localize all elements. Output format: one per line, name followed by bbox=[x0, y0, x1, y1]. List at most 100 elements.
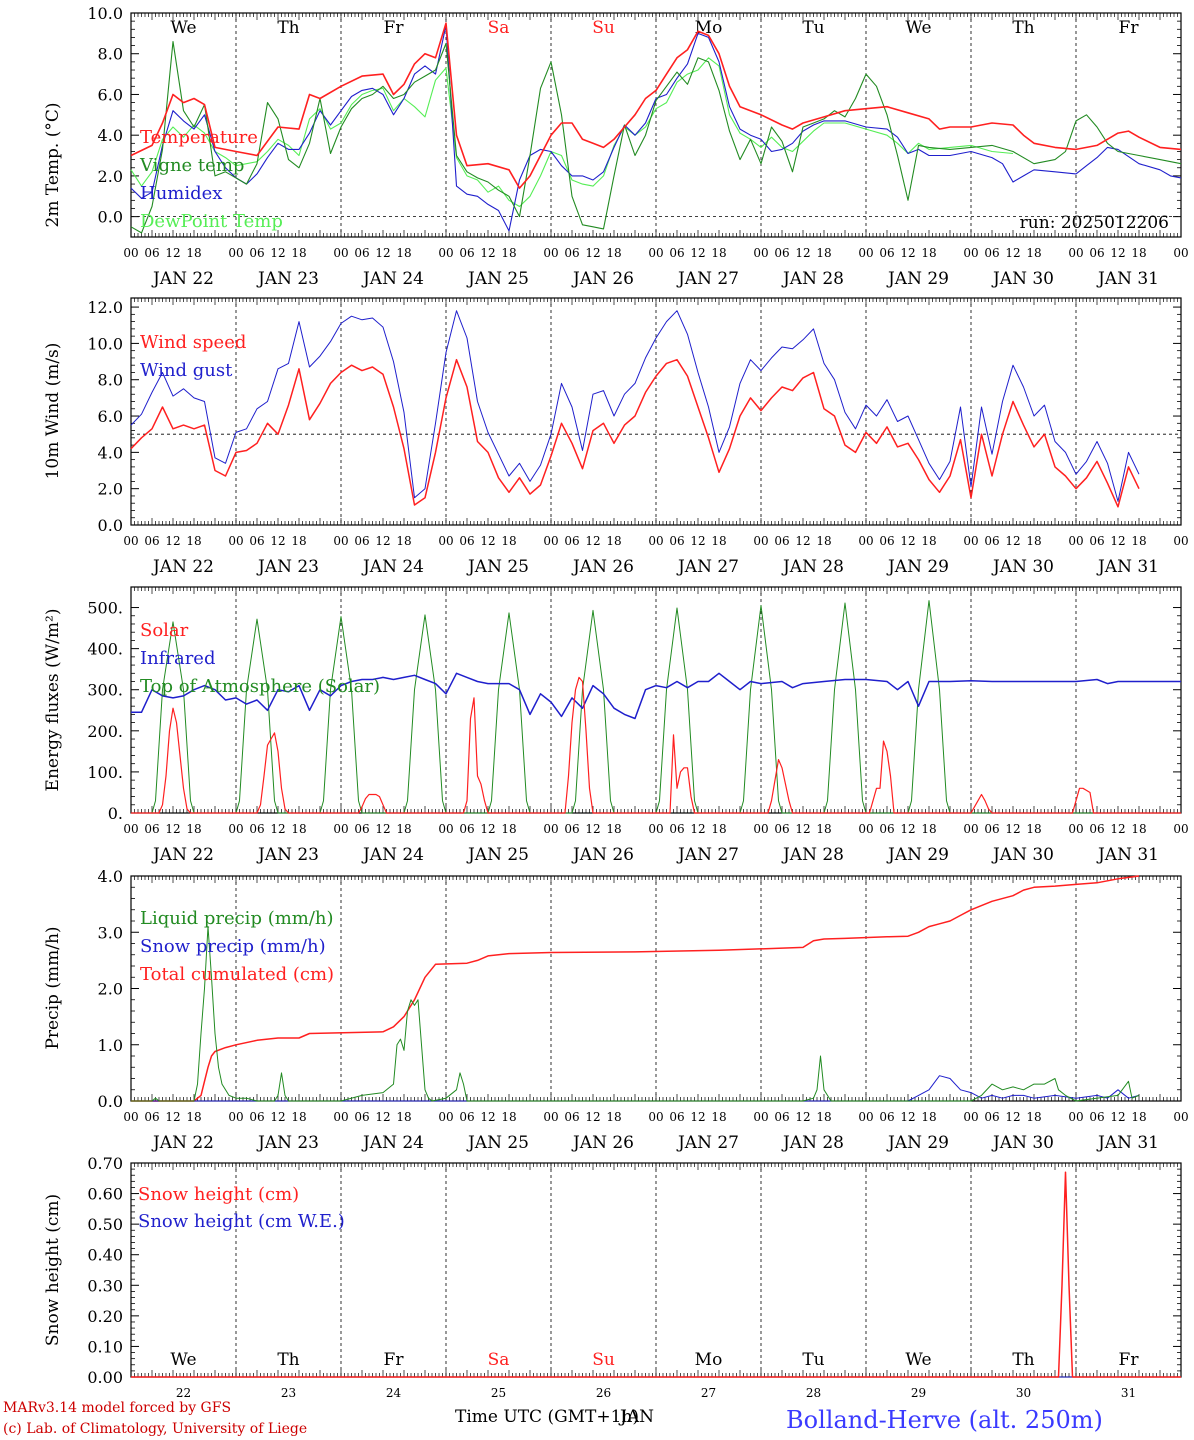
series-line bbox=[130, 24, 1182, 232]
hour-tick-label: 00 bbox=[648, 534, 663, 548]
hour-tick-label: 12 bbox=[1005, 1110, 1020, 1124]
plot-frame bbox=[130, 12, 1182, 238]
series-group bbox=[131, 1171, 1181, 1378]
y-tick-label: 0.20 bbox=[87, 1307, 123, 1326]
date-label: JAN 29 bbox=[886, 1133, 949, 1153]
weekday-label: Th bbox=[277, 18, 299, 38]
y-tick-label: 0.0 bbox=[98, 1092, 123, 1111]
hour-tick-label: 18 bbox=[606, 822, 621, 836]
hour-tick-label: 12 bbox=[1110, 246, 1125, 260]
date-label: JAN 28 bbox=[781, 1133, 844, 1153]
date-label: JAN 31 bbox=[1096, 1133, 1159, 1153]
hour-tick-label: 06 bbox=[354, 822, 369, 836]
hour-tick-label: 12 bbox=[900, 822, 915, 836]
hour-tick-label: 00 bbox=[753, 822, 768, 836]
hour-tick-label: 06 bbox=[354, 1110, 369, 1124]
hour-tick-label: 12 bbox=[690, 822, 705, 836]
y-tick-label: 300. bbox=[87, 681, 123, 700]
hour-tick-label: 12 bbox=[690, 246, 705, 260]
y-tick-label: 3.0 bbox=[98, 923, 123, 942]
hour-tick-label: 00 bbox=[1068, 822, 1083, 836]
y-tick-label: 4.0 bbox=[98, 126, 123, 145]
model-credit: MARv3.14 model forced by GFS bbox=[3, 1400, 231, 1416]
date-label: JAN 28 bbox=[781, 269, 844, 289]
hour-tick-label: 18 bbox=[816, 822, 831, 836]
date-label: JAN 24 bbox=[361, 845, 424, 865]
hour-tick-label: 00 bbox=[123, 534, 138, 548]
hour-tick-label: 06 bbox=[774, 822, 789, 836]
date-label: JAN 31 bbox=[1096, 845, 1159, 865]
hour-tick-label: 18 bbox=[1026, 1110, 1041, 1124]
legend-entry: Vigne temp bbox=[139, 155, 244, 176]
hour-tick-label: 18 bbox=[816, 246, 831, 260]
hour-tick-label: 00 bbox=[1173, 822, 1188, 836]
hour-tick-label: 00 bbox=[333, 822, 348, 836]
hour-tick-label: 00 bbox=[858, 534, 873, 548]
series-group bbox=[131, 875, 1140, 1102]
hour-tick-label: 00 bbox=[963, 534, 978, 548]
weekday-label: Sa bbox=[488, 18, 510, 38]
hour-tick-label: 12 bbox=[165, 822, 180, 836]
chart-panel-5: 0.00 0.10 0.20 0.30 0.40 0.50 0.60 0.70 Snow hei… bbox=[43, 1154, 1182, 1400]
chart-panel-4: 00 06 12 18 JAN 22 00 06 12 18 JAN 23 00 06 12 18 JAN … bbox=[43, 867, 1189, 1153]
hour-tick-label: 18 bbox=[396, 534, 411, 548]
hour-tick-label: 00 bbox=[648, 822, 663, 836]
hour-tick-label: 18 bbox=[1026, 534, 1041, 548]
weekday-label: Fr bbox=[384, 1350, 405, 1370]
hour-tick-label: 18 bbox=[1131, 1110, 1146, 1124]
weekday-label: Fr bbox=[384, 18, 405, 38]
hour-tick-label: 18 bbox=[921, 1110, 936, 1124]
legend-entry: Total cumulated (cm) bbox=[140, 964, 334, 985]
date-label: JAN 22 bbox=[151, 845, 214, 865]
hour-tick-label: 12 bbox=[375, 822, 390, 836]
legend-entry: Temperature bbox=[140, 127, 258, 148]
legend-entry: Wind gust bbox=[140, 360, 233, 381]
y-axis-title: Snow height (cm) bbox=[43, 1194, 63, 1346]
y-tick-label: 0.10 bbox=[87, 1337, 123, 1356]
hour-tick-label: 06 bbox=[459, 822, 474, 836]
hour-tick-label: 18 bbox=[1131, 534, 1146, 548]
series-line bbox=[131, 1075, 1140, 1102]
hour-tick-label: 12 bbox=[585, 822, 600, 836]
hour-tick-label: 06 bbox=[774, 1110, 789, 1124]
date-label: JAN 22 bbox=[151, 1133, 214, 1153]
chart-panel-1: 00 06 12 18 JAN 22 00 06 12 18 JAN 23 00 06 12 18 JAN … bbox=[43, 4, 1189, 289]
hour-tick-label: 00 bbox=[858, 246, 873, 260]
hour-tick-label: 12 bbox=[900, 534, 915, 548]
hour-tick-label: 00 bbox=[753, 1110, 768, 1124]
hour-tick-label: 00 bbox=[438, 246, 453, 260]
legend-entry: Infrared bbox=[140, 648, 215, 669]
station-name: Bolland-Herve (alt. 250m) bbox=[786, 1406, 1103, 1434]
hour-tick-label: 00 bbox=[438, 1110, 453, 1124]
hour-tick-label: 06 bbox=[669, 534, 684, 548]
hour-tick-label: 00 bbox=[438, 534, 453, 548]
hour-tick-label: 12 bbox=[690, 1110, 705, 1124]
y-axis-title: 10m Wind (m/s) bbox=[43, 343, 63, 480]
hour-tick-label: 06 bbox=[879, 534, 894, 548]
hour-tick-label: 12 bbox=[795, 1110, 810, 1124]
series-line bbox=[131, 1171, 1181, 1378]
weekday-label: Tu bbox=[802, 18, 824, 38]
weekday-label: Su bbox=[592, 18, 615, 38]
y-tick-label: 1.0 bbox=[98, 1036, 123, 1055]
hour-tick-label: 18 bbox=[291, 822, 306, 836]
chart-panels: 00 06 12 18 JAN 22 00 06 12 18 JAN 23 00 06 12 18 JAN … bbox=[43, 4, 1189, 1400]
x-axis-label: Time UTC (GMT+1h) bbox=[455, 1407, 639, 1427]
hour-tick-label: 06 bbox=[669, 822, 684, 836]
date-label: JAN 27 bbox=[676, 557, 739, 577]
hour-tick-label: 06 bbox=[249, 822, 264, 836]
y-tick-label: 0.30 bbox=[87, 1276, 123, 1295]
hour-tick-label: 00 bbox=[1068, 1110, 1083, 1124]
hour-tick-label: 06 bbox=[1089, 822, 1104, 836]
legend-entry: Wind speed bbox=[140, 332, 246, 353]
y-tick-label: 0. bbox=[108, 804, 123, 823]
hour-tick-label: 06 bbox=[1089, 1110, 1104, 1124]
hour-tick-label: 06 bbox=[144, 246, 159, 260]
date-label: JAN 26 bbox=[571, 845, 634, 865]
hour-tick-label: 00 bbox=[1068, 534, 1083, 548]
y-tick-label: 0.0 bbox=[98, 516, 123, 535]
legend-entry: Snow precip (mm/h) bbox=[140, 936, 326, 957]
y-axis-title: Energy fluxes (W/m²) bbox=[43, 609, 63, 792]
hour-tick-label: 12 bbox=[585, 534, 600, 548]
series-group bbox=[130, 310, 1140, 508]
